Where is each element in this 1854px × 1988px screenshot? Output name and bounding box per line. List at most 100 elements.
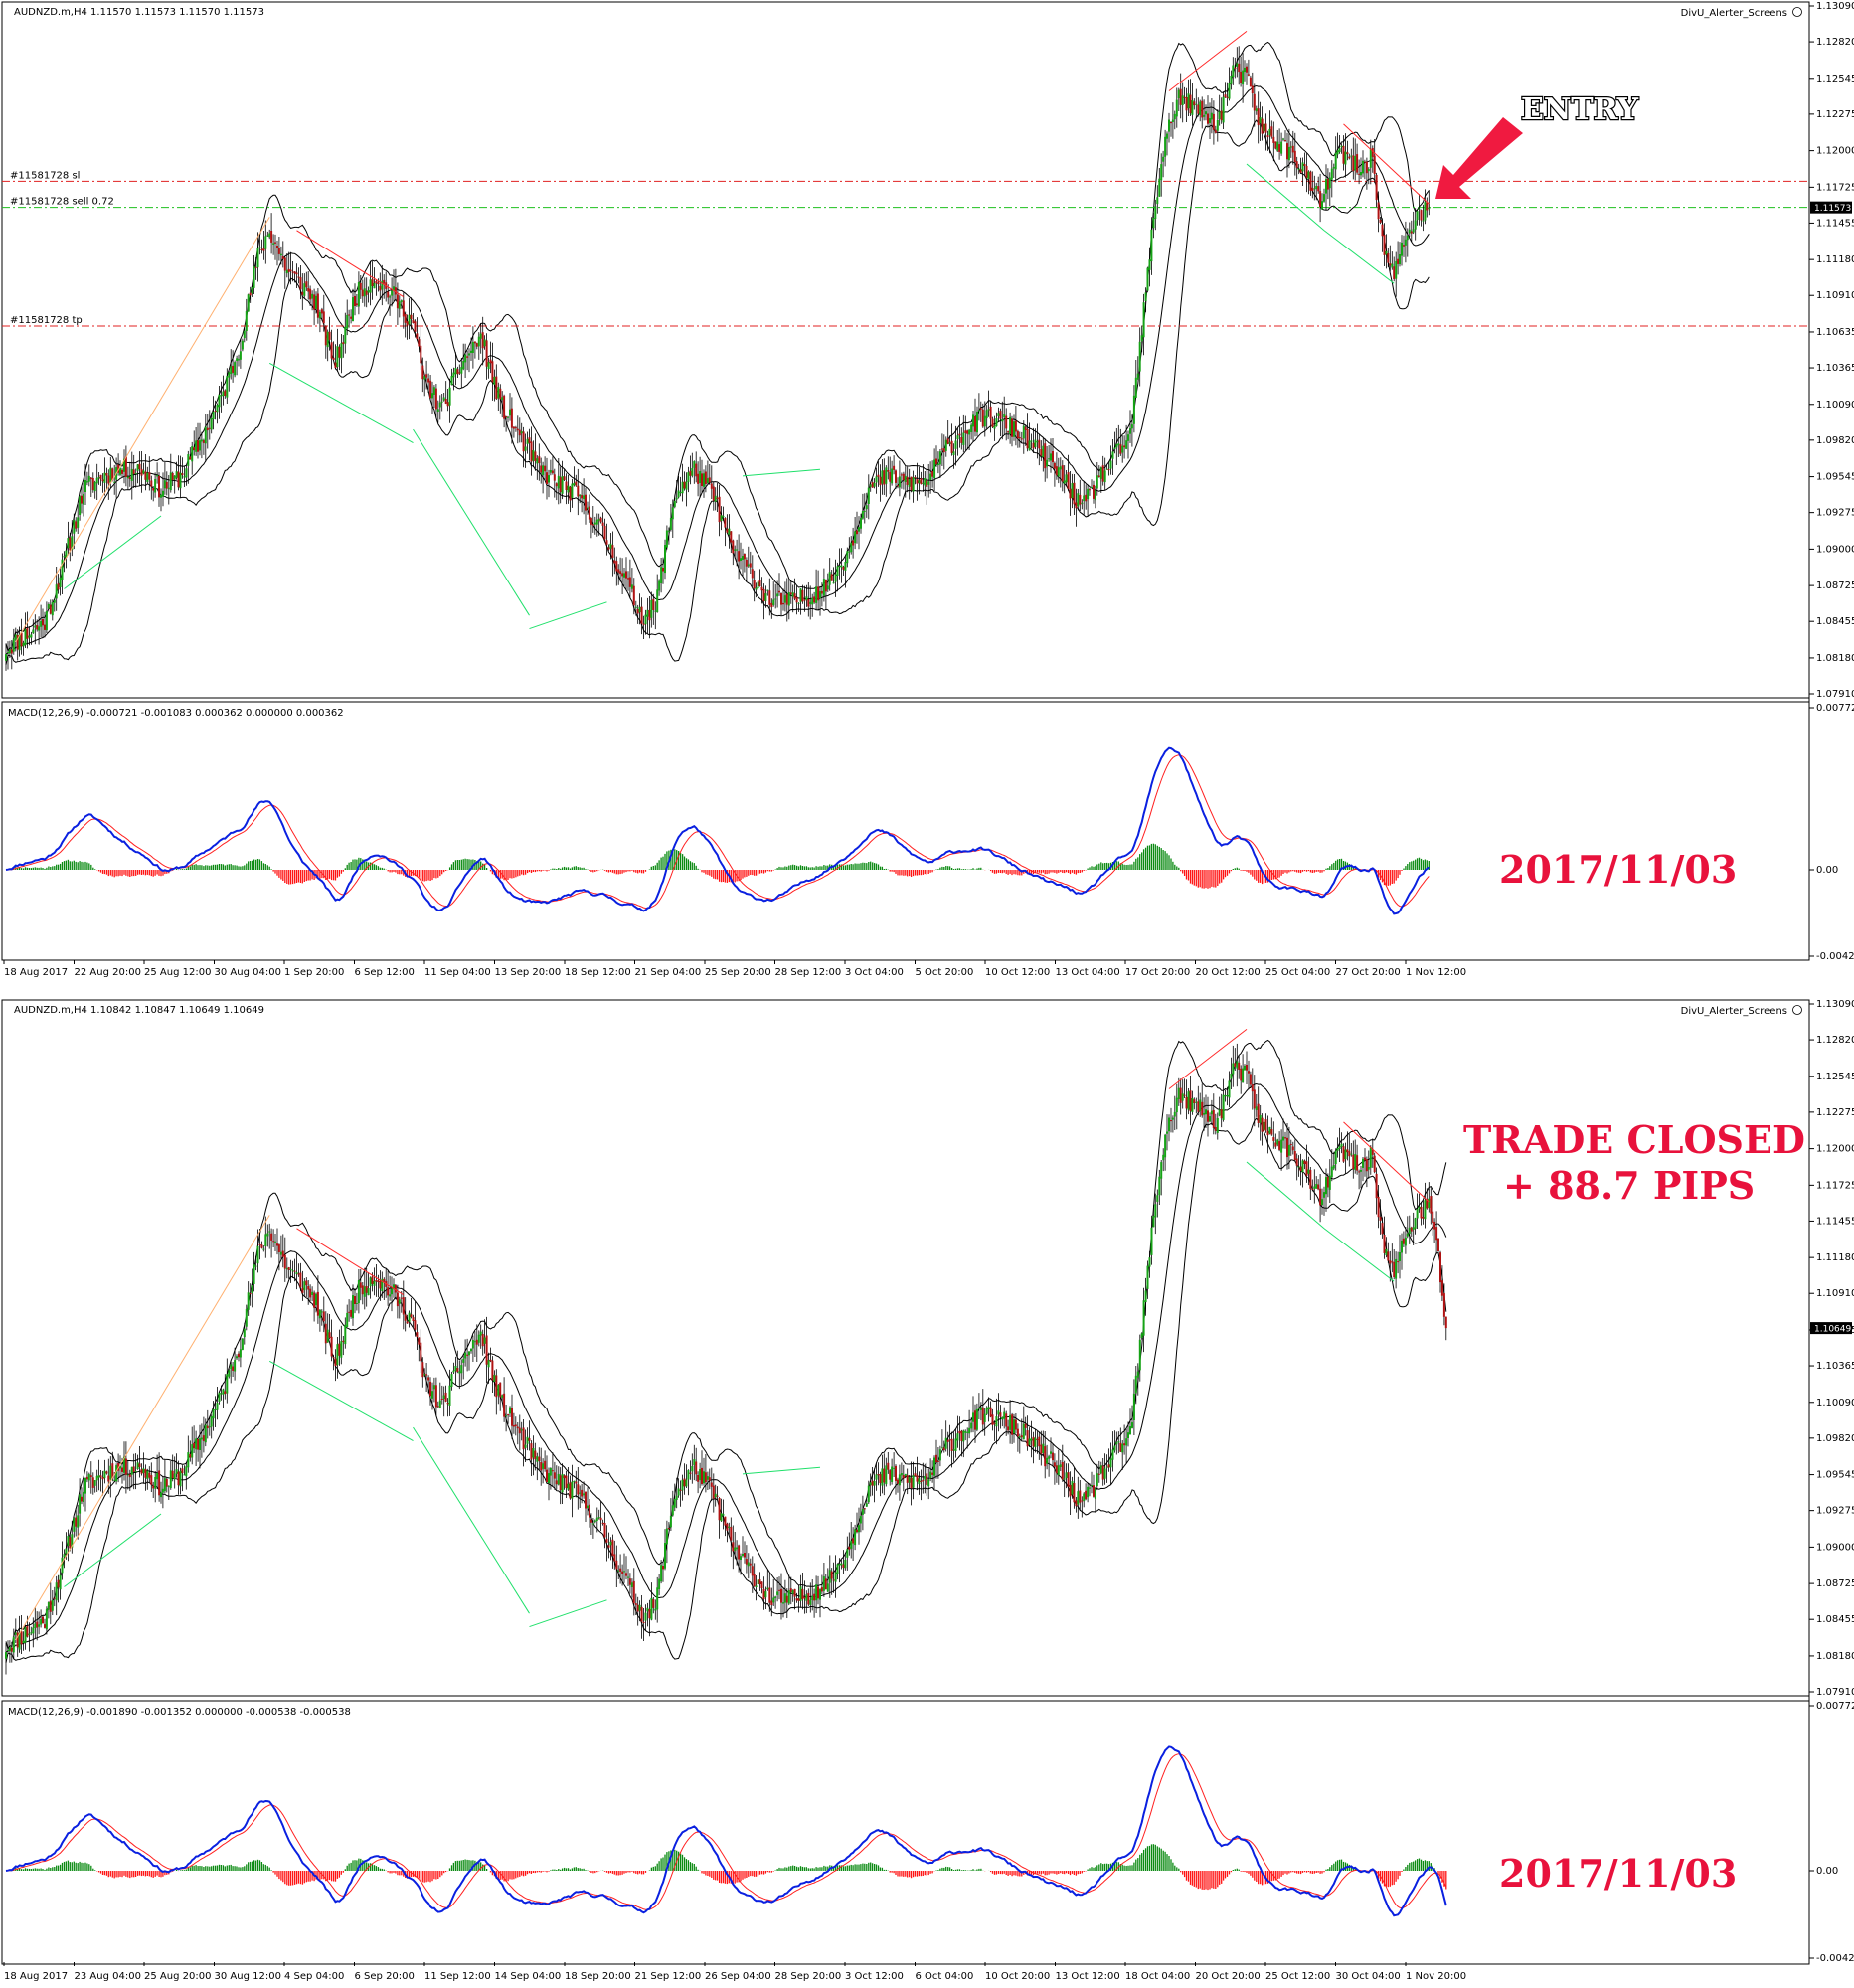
candle-body <box>609 543 612 549</box>
time-tick-label: 21 Sep 12:00 <box>635 1971 702 1982</box>
candle-body <box>119 468 121 475</box>
candle-body <box>57 583 60 590</box>
candle-body <box>1342 145 1345 164</box>
candle-body <box>40 620 43 627</box>
candle-body <box>332 357 335 361</box>
candle-body <box>607 1545 610 1548</box>
candle-body <box>61 1557 64 1574</box>
candle-body <box>283 257 286 271</box>
price-tick-label: 1.13090 <box>1816 999 1854 1010</box>
candle-body <box>238 1353 240 1358</box>
candle-body <box>697 473 700 484</box>
candle-body <box>567 485 570 493</box>
candle-body <box>778 590 780 593</box>
candle-body <box>772 599 775 605</box>
candle-body <box>73 1518 76 1532</box>
candle-body <box>565 481 568 490</box>
candle-body <box>834 574 837 582</box>
candle-body <box>1299 169 1302 173</box>
candle-body <box>32 629 35 634</box>
candle-body <box>220 395 223 397</box>
candle-body <box>571 483 574 498</box>
candle-body <box>495 1375 498 1398</box>
candle-body <box>817 1586 819 1599</box>
candle-body <box>530 1443 533 1460</box>
divergence-line <box>1343 123 1430 205</box>
candle-body <box>1377 1196 1380 1218</box>
candle-body <box>1389 263 1392 266</box>
candle-body <box>38 626 41 631</box>
candle-body <box>687 472 690 482</box>
candle-body <box>590 517 592 525</box>
candle-body <box>109 1465 112 1480</box>
candle-body <box>712 486 715 501</box>
candle-body <box>1416 1209 1419 1219</box>
candle-body <box>619 571 622 575</box>
candle-body <box>1099 467 1102 479</box>
candle-body <box>1127 1432 1129 1438</box>
time-tick-label: 23 Aug 04:00 <box>75 1971 141 1982</box>
candle-body <box>71 1534 74 1548</box>
macd-main-line <box>5 746 1430 915</box>
candle-body <box>1077 493 1080 507</box>
candle-body <box>944 1437 947 1449</box>
candle-body <box>538 456 541 463</box>
candle-body <box>787 592 790 606</box>
candle-body <box>891 468 894 484</box>
candle-body <box>1210 112 1213 120</box>
candle-body <box>714 495 717 502</box>
candle-body <box>974 1410 976 1430</box>
candle-body <box>753 580 756 589</box>
candle-body <box>1187 1091 1190 1110</box>
candle-body <box>902 1475 905 1479</box>
candle-body <box>179 1470 182 1487</box>
candle-body <box>1336 1148 1339 1151</box>
candle-body <box>583 495 586 500</box>
candle-body <box>107 1475 110 1482</box>
candle-body <box>1259 117 1262 124</box>
candle-body <box>987 409 990 411</box>
candle-body <box>544 465 547 472</box>
time-tick-label: 1 Sep 20:00 <box>284 967 344 978</box>
candle-body <box>1297 168 1300 170</box>
candle-body <box>75 1517 78 1527</box>
candle-body <box>1034 1437 1037 1448</box>
candle-body <box>1055 466 1058 476</box>
candle-body <box>420 345 422 364</box>
candle-body <box>840 1563 843 1566</box>
candle-body <box>615 561 618 572</box>
candle-body <box>1276 141 1279 151</box>
candle-body <box>299 277 302 290</box>
candle-body <box>101 1477 104 1480</box>
candle-body <box>1065 1472 1068 1478</box>
candle-body <box>1397 1261 1400 1263</box>
candle-body <box>908 478 911 487</box>
time-tick-label: 1 Nov 12:00 <box>1406 967 1466 978</box>
candle-body <box>264 236 267 249</box>
candle-body <box>950 440 953 453</box>
candle-body <box>162 490 164 497</box>
candle-body <box>154 479 157 493</box>
candle-body <box>699 1469 702 1481</box>
candle-body <box>621 573 624 577</box>
candle-body <box>165 1478 168 1487</box>
candle-body <box>1284 1137 1286 1139</box>
macd-main-line <box>5 1745 1447 1917</box>
candle-body <box>630 1582 633 1587</box>
candle-body <box>493 376 496 385</box>
candle-body <box>738 551 741 562</box>
candle-body <box>1230 1074 1233 1079</box>
candle-body <box>464 1352 467 1359</box>
candle-body <box>1238 1062 1241 1070</box>
candle-body <box>1097 475 1100 477</box>
candle-body <box>49 1600 52 1612</box>
candle-body <box>1408 1227 1411 1234</box>
candle-body <box>1193 1099 1196 1103</box>
candle-body <box>679 1489 682 1491</box>
candle-body <box>848 1546 851 1550</box>
candle-body <box>1293 150 1296 163</box>
candle-body <box>85 1476 88 1480</box>
candle-body <box>782 1602 784 1604</box>
candle-body <box>1158 178 1161 197</box>
